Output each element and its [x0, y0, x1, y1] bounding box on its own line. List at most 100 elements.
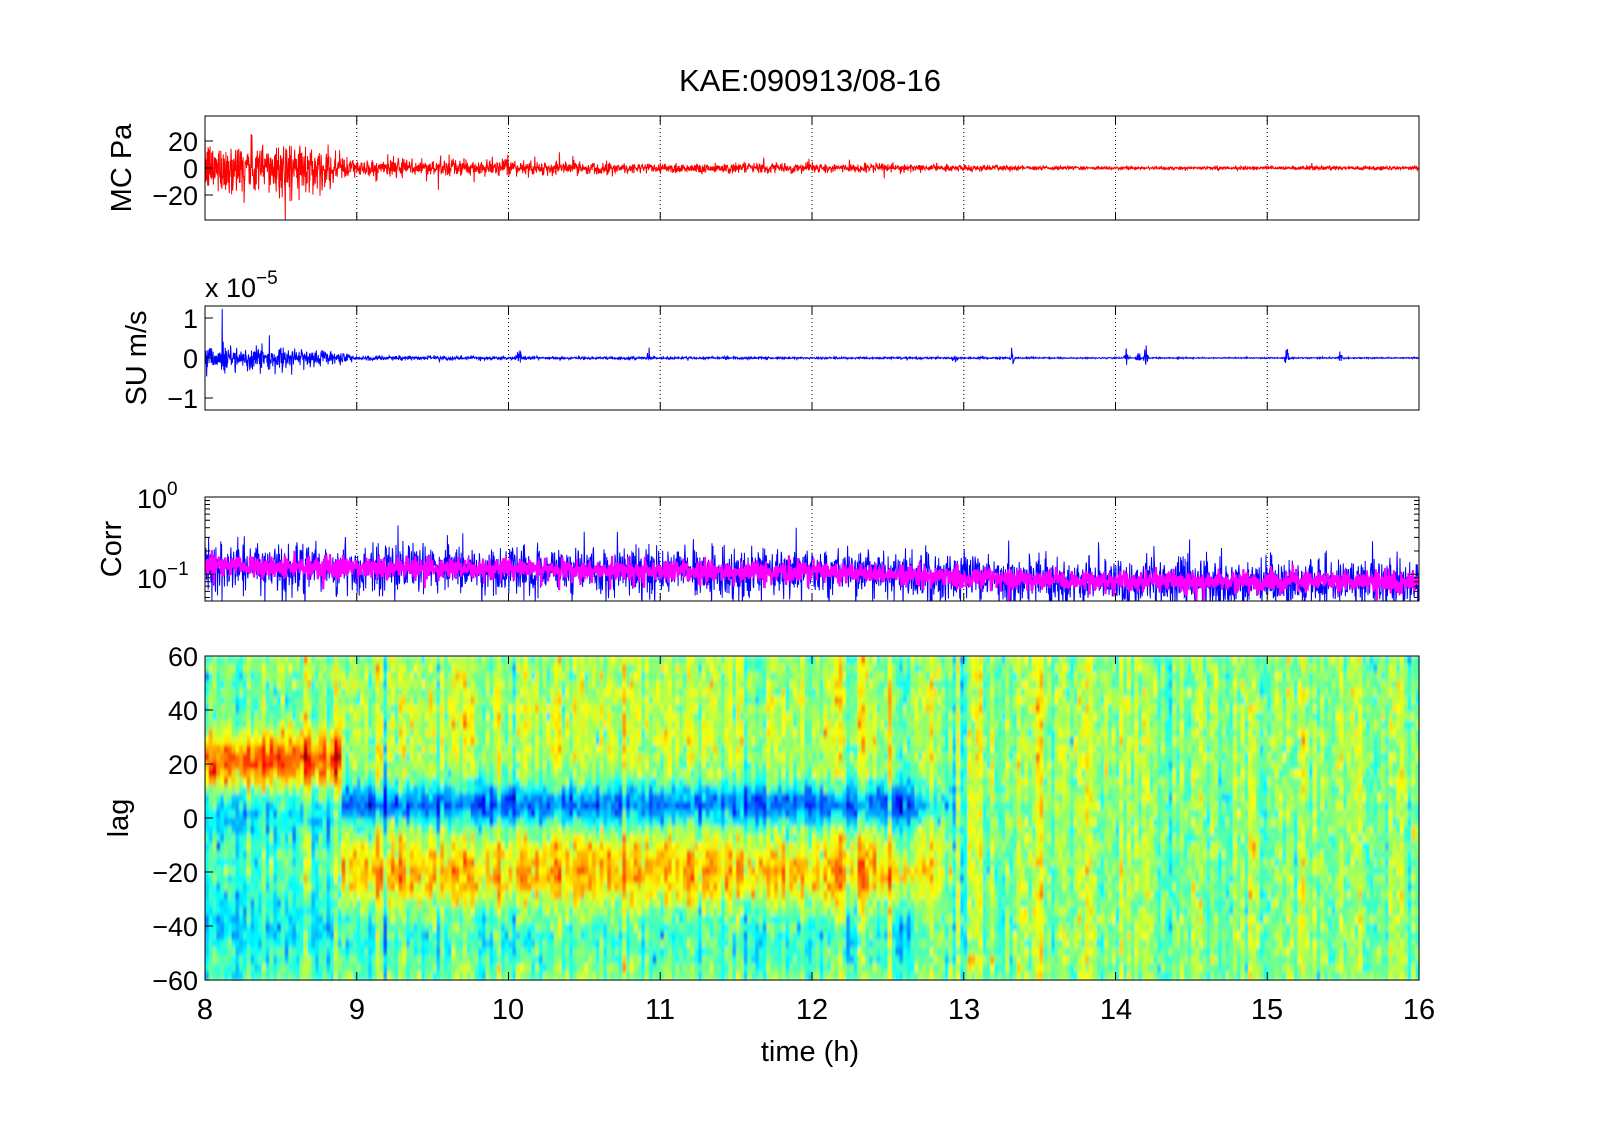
- heatmap-cell: [452, 656, 456, 665]
- heatmap-cell: [455, 745, 459, 754]
- heatmap-cell: [478, 737, 482, 746]
- heatmap-cell: [262, 737, 266, 746]
- heatmap-cell: [232, 745, 236, 754]
- heatmap-cell: [478, 834, 482, 843]
- heatmap-cell: [410, 794, 414, 803]
- heatmap-cell: [596, 656, 600, 665]
- heatmap-cell: [376, 672, 380, 681]
- heatmap-cell: [505, 737, 509, 746]
- heatmap-cell: [342, 729, 346, 738]
- heatmap-cell: [353, 907, 357, 916]
- heatmap-cell: [224, 907, 228, 916]
- heatmap-cell: [467, 948, 471, 957]
- heatmap-cell: [281, 818, 285, 827]
- heatmap-cell: [258, 656, 262, 665]
- heatmap-cell: [421, 907, 425, 916]
- heatmap-cell: [531, 721, 535, 730]
- heatmap-cell: [243, 875, 247, 884]
- heatmap-cell: [315, 972, 319, 981]
- heatmap-cell: [626, 761, 630, 770]
- heatmap-cell: [543, 875, 547, 884]
- heatmap-cell: [619, 713, 623, 722]
- heatmap-cell: [554, 705, 558, 714]
- heatmap-cell: [455, 810, 459, 819]
- heatmap-cell: [509, 842, 513, 851]
- heatmap-cell: [296, 656, 300, 665]
- heatmap-cell: [232, 940, 236, 949]
- heatmap-cell: [539, 972, 543, 981]
- heatmap-cell: [425, 705, 429, 714]
- heatmap-cell: [330, 810, 334, 819]
- heatmap-cell: [315, 737, 319, 746]
- heatmap-cell: [455, 964, 459, 973]
- heatmap-cell: [603, 842, 607, 851]
- heatmap-cell: [247, 883, 251, 892]
- heatmap-cell: [380, 672, 384, 681]
- heatmap-cell: [247, 705, 251, 714]
- heatmap-cell: [262, 972, 266, 981]
- heatmap-cell: [319, 761, 323, 770]
- heatmap-cell: [254, 713, 258, 722]
- heatmap-cell: [520, 745, 524, 754]
- heatmap-cell: [281, 907, 285, 916]
- heatmap-cell: [596, 705, 600, 714]
- heatmap-cell: [213, 680, 217, 689]
- heatmap-cell: [376, 842, 380, 851]
- heatmap-cell: [558, 972, 562, 981]
- heatmap-cell: [527, 956, 531, 965]
- heatmap-cell: [410, 899, 414, 908]
- heatmap-cell: [490, 842, 494, 851]
- heatmap-cell: [266, 737, 270, 746]
- heatmap-cell: [622, 680, 626, 689]
- heatmap-cell: [216, 891, 220, 900]
- heatmap-cell: [353, 697, 357, 706]
- heatmap-cell: [262, 964, 266, 973]
- heatmap-cell: [319, 948, 323, 957]
- heatmap-cell: [433, 656, 437, 665]
- heatmap-cell: [213, 753, 217, 762]
- heatmap-cell: [543, 680, 547, 689]
- heatmap-cell: [626, 656, 630, 665]
- heatmap-cell: [550, 834, 554, 843]
- heatmap-cell: [543, 786, 547, 795]
- heatmap-cell: [269, 761, 273, 770]
- heatmap-cell: [285, 931, 289, 940]
- heatmap-cell: [459, 786, 463, 795]
- heatmap-cell: [493, 697, 497, 706]
- heatmap-cell: [277, 850, 281, 859]
- heatmap-cell: [281, 705, 285, 714]
- heatmap-cell: [615, 899, 619, 908]
- heatmap-cell: [592, 834, 596, 843]
- heatmap-cell: [406, 737, 410, 746]
- heatmap-cell: [531, 713, 535, 722]
- heatmap-cell: [535, 664, 539, 673]
- heatmap-cell: [634, 729, 638, 738]
- heatmap-cell: [304, 923, 308, 932]
- heatmap-cell: [569, 818, 573, 827]
- heatmap-cell: [391, 672, 395, 681]
- heatmap-cell: [398, 794, 402, 803]
- heatmap-cell: [577, 907, 581, 916]
- heatmap-cell: [641, 956, 645, 965]
- heatmap-cell: [436, 883, 440, 892]
- heatmap-cell: [342, 778, 346, 787]
- heatmap-cell: [622, 721, 626, 730]
- heatmap-cell: [622, 794, 626, 803]
- heatmap-cell: [402, 810, 406, 819]
- heatmap-cell: [349, 778, 353, 787]
- heatmap-cell: [581, 842, 585, 851]
- heatmap-cell: [239, 842, 243, 851]
- heatmap-cell: [319, 850, 323, 859]
- heatmap-cell: [281, 923, 285, 932]
- heatmap-cell: [209, 972, 213, 981]
- heatmap-cell: [205, 656, 209, 665]
- heatmap-cell: [254, 705, 258, 714]
- heatmap-cell: [478, 826, 482, 835]
- heatmap-cell: [425, 802, 429, 811]
- heatmap-cell: [330, 818, 334, 827]
- heatmap-cell: [281, 664, 285, 673]
- heatmap-cell: [262, 915, 266, 924]
- heatmap-cell: [641, 915, 645, 924]
- heatmap-cell: [569, 842, 573, 851]
- heatmap-cell: [448, 915, 452, 924]
